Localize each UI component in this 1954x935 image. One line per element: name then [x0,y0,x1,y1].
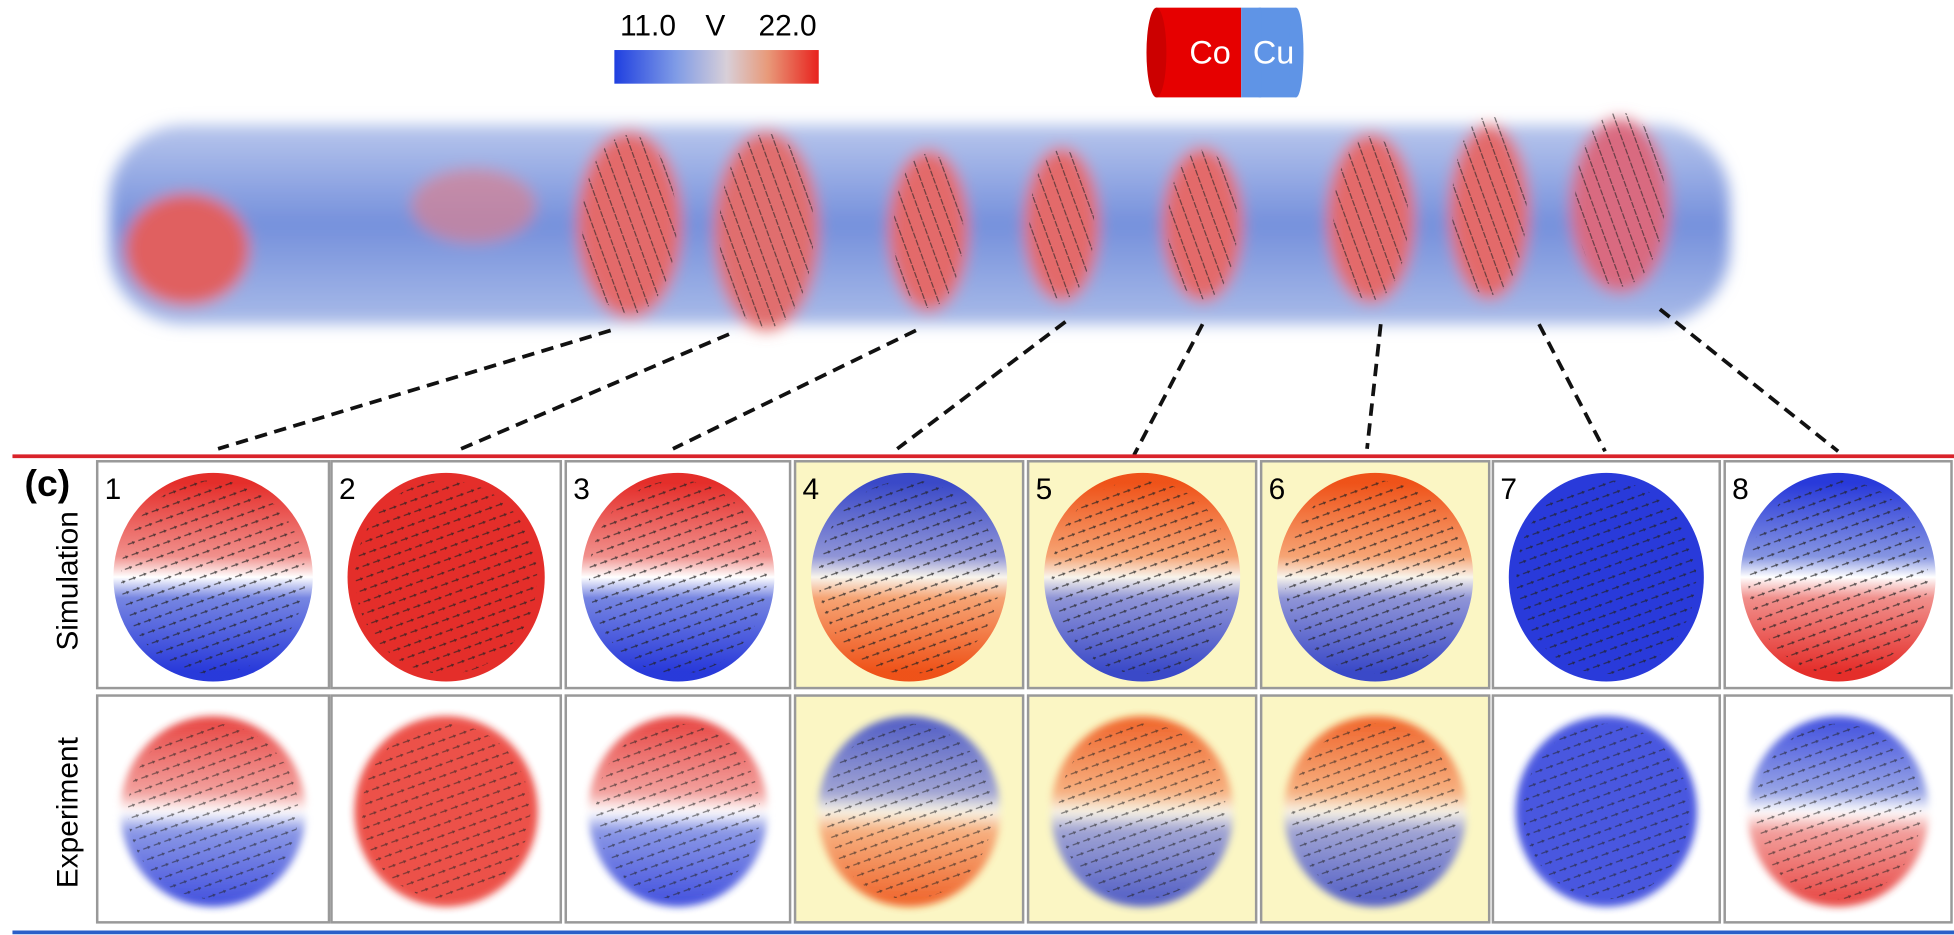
wire-arrows [1575,112,1665,287]
colorbar-min: 11.0 [620,9,676,42]
panel-number: 2 [339,473,356,506]
magnetization-arrows [1516,480,1697,675]
magnetization-arrows [1523,723,1690,900]
colorbar-gradient [614,50,819,84]
cu-label: Cu [1253,35,1294,71]
magnetization-arrows [361,723,531,900]
panel-number: 1 [105,473,122,506]
wire-segment [411,168,536,244]
panel-column: 1 [95,460,331,924]
connector [1658,307,1840,453]
magnetization-arrows [1284,480,1466,675]
connector [672,328,917,451]
nanowire [109,112,1730,331]
cu-joint [1241,7,1262,98]
magnetization-arrows [1058,723,1226,900]
magnetization-arrows [1748,480,1929,675]
material-legend: Co Cu [1146,7,1304,98]
panel-number: 5 [1036,473,1053,506]
wire-arrows [581,134,677,315]
co-body [1156,7,1242,98]
cu-end [1288,7,1304,98]
panel-number: 3 [573,473,590,506]
magnetization-arrows [1051,480,1233,675]
connector [460,332,730,451]
panel-column: 8 [1723,460,1953,924]
wire-segment [124,193,250,306]
panel-column: 5 [1026,460,1258,924]
wire-arrows [1451,116,1527,296]
connector [1537,323,1607,453]
magnetization-arrows [825,723,993,900]
wire-arrows [893,153,964,308]
row-label: Simulation [52,511,85,651]
connector [1132,323,1205,456]
panel-column: 2 [330,460,563,924]
magnetization-arrows [588,480,767,675]
connector [896,320,1067,451]
magnetization-arrows [120,480,306,675]
panel-column: 4 [793,460,1025,924]
magnetization-arrows [127,723,299,900]
panel-number: 8 [1732,473,1749,506]
magnetization-arrows [1754,723,1922,900]
co-end [1146,7,1167,98]
magnetization-arrows [355,480,538,675]
colorbar: 11.0 V 22.0 [614,9,819,84]
panel-column: 3 [564,460,792,924]
colorbar-unit: V [705,9,725,42]
magnetization-arrows [1291,723,1459,900]
panels: 1 2 3 4 5 6 7 8 [95,460,1953,924]
connectors [217,307,1840,456]
panel-number: 4 [803,473,820,506]
panel-column: 7 [1491,460,1721,924]
wire-arrows [1333,136,1409,301]
magnetization-arrows [818,480,1000,675]
co-label: Co [1189,35,1230,71]
wire-arrows [1029,149,1095,300]
connector [1365,323,1383,450]
panel-frame: (c) Simulation Experiment [11,454,1954,935]
panel-number: 6 [1269,473,1286,506]
magnetization-arrows [595,723,761,900]
wire-arrows [1167,149,1238,300]
colorbar-max: 22.0 [758,9,816,42]
wire-arrows [719,133,814,328]
panel-label: (c) [25,462,71,504]
panel-column: 6 [1259,460,1491,924]
row-label: Experiment [52,736,85,888]
connector [217,328,612,451]
panel-number: 7 [1500,473,1517,506]
